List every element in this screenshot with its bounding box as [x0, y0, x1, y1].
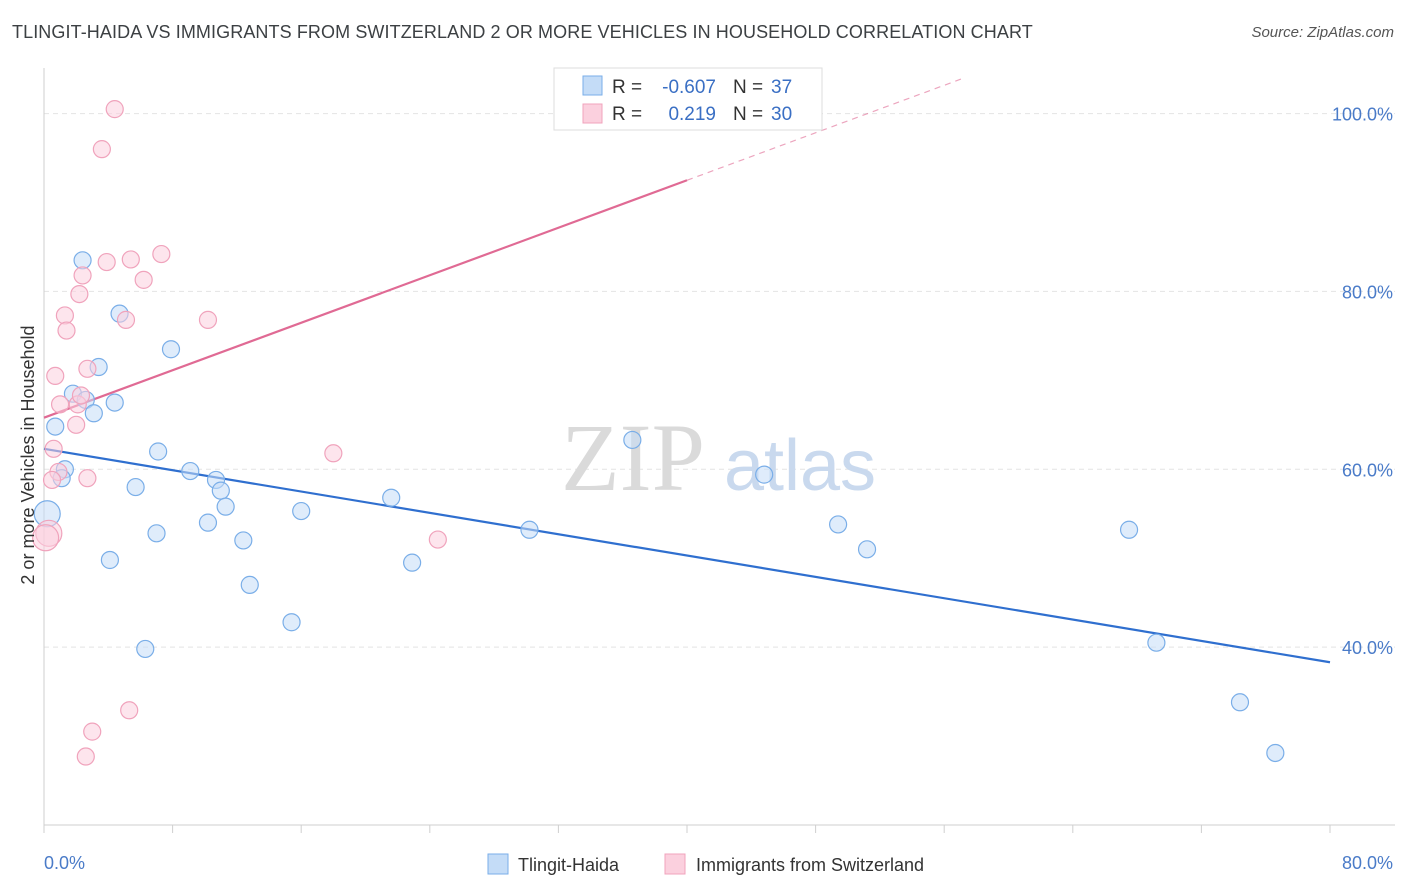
tlingit-haida-point	[136, 639, 155, 659]
tlingit-haida-point	[857, 540, 877, 559]
legend-swatch-switzerland	[664, 853, 686, 875]
tlingit-haida-point	[126, 477, 145, 497]
tlingit-haida-point	[829, 515, 848, 534]
switzerland-point	[152, 244, 171, 264]
legend-swatch-tlingit-haida	[487, 853, 509, 875]
switzerland-point	[324, 444, 343, 463]
tlingit-haida-point	[198, 513, 218, 532]
watermark: ZIP atlas	[561, 404, 876, 511]
stats-n-value-1: 37	[771, 77, 792, 98]
tlingit-haida-point	[234, 531, 253, 550]
y-tick-label: 100.0%	[1332, 105, 1393, 125]
switzerland-point	[121, 250, 140, 269]
switzerland-point	[67, 415, 86, 434]
source-label: Source: ZipAtlas.com	[1251, 24, 1394, 41]
switzerland-point	[50, 395, 70, 414]
y-tick-label: 80.0%	[1342, 282, 1393, 302]
switzerland-point	[73, 266, 92, 285]
switzerland-point	[32, 524, 60, 552]
tlingit-haida-point	[403, 553, 422, 572]
stats-r-label-1: R =	[612, 77, 642, 98]
tlingit-haida-point	[1230, 693, 1250, 712]
trend-line-0	[43, 447, 1331, 664]
tlingit-haida-point	[84, 404, 103, 423]
tlingit-haida-point	[1147, 633, 1166, 652]
tlingit-haida-point	[520, 520, 539, 539]
stats-swatch-pink	[582, 103, 603, 124]
switzerland-point	[78, 469, 97, 488]
trend-line-1	[43, 179, 688, 419]
gridlines	[44, 113, 1395, 648]
switzerland-point	[57, 321, 76, 340]
trend-line-ext-1	[686, 77, 965, 181]
axis-ticks: 40.0% 60.0% 80.0% 100.0% 0.0% 80.0%	[44, 105, 1393, 873]
switzerland-point	[78, 359, 97, 378]
stats-swatch-blue	[582, 75, 603, 96]
watermark-zip: ZIP	[561, 404, 705, 511]
tlingit-haida-point	[1266, 743, 1285, 763]
stats-r-value-1: -0.607	[662, 77, 716, 98]
tlingit-haida-point	[382, 488, 401, 507]
switzerland-point	[116, 310, 136, 329]
x-tick-label: 0.0%	[44, 853, 85, 873]
stats-n-label-1: N =	[733, 77, 763, 98]
tlingit-haida-point	[105, 393, 124, 412]
stats-n-value-2: 30	[771, 104, 792, 125]
tlingit-haida-point	[161, 340, 181, 359]
switzerland-point	[70, 284, 89, 304]
stats-r-label-2: R =	[612, 104, 642, 125]
stats-box: R = -0.607 N = 37 R = 0.219 N = 30	[553, 67, 823, 131]
switzerland-point	[71, 386, 91, 405]
tlingit-haida-point	[46, 417, 65, 436]
tlingit-haida-point	[73, 251, 92, 270]
switzerland-point	[120, 701, 139, 720]
legend-label-tlingit-haida: Tlingit-Haida	[518, 855, 620, 875]
switzerland-point	[44, 439, 63, 458]
switzerland-point	[134, 270, 153, 289]
tlingit-haida-point	[100, 550, 120, 570]
tlingit-haida-point	[147, 524, 166, 543]
y-tick-label: 40.0%	[1342, 638, 1393, 658]
watermark-atlas: atlas	[724, 426, 876, 506]
tlingit-haida-point	[211, 481, 230, 500]
tlingit-haida-point	[755, 465, 774, 484]
tlingit-haida-point	[623, 430, 642, 450]
switzerland-point	[42, 470, 62, 490]
chart-title: TLINGIT-HAIDA VS IMMIGRANTS FROM SWITZER…	[12, 22, 1033, 42]
y-axis-title: 2 or more Vehicles in Household	[18, 325, 38, 584]
switzerland-point	[105, 100, 124, 119]
switzerland-point	[46, 366, 65, 386]
tlingit-haida-point	[149, 442, 168, 461]
tlingit-haida-point	[1119, 520, 1139, 539]
switzerland-point	[198, 310, 218, 329]
switzerland-point	[428, 530, 447, 549]
y-tick-label: 60.0%	[1342, 460, 1393, 480]
switzerland-point	[92, 140, 111, 159]
tlingit-haida-point	[282, 613, 301, 632]
axes	[43, 68, 1395, 833]
tlingit-haida-point	[216, 497, 235, 516]
switzerland-point	[55, 306, 74, 325]
switzerland-point	[83, 722, 102, 741]
legend-label-switzerland: Immigrants from Switzerland	[696, 855, 924, 875]
tlingit-haida-point	[240, 575, 259, 594]
tlingit-haida-point	[181, 461, 200, 481]
trend-lines	[43, 77, 1331, 664]
stats-n-label-2: N =	[733, 104, 763, 125]
legend: Tlingit-Haida Immigrants from Switzerlan…	[487, 853, 924, 875]
tlingit-haida-point	[292, 501, 311, 521]
x-tick-label: 80.0%	[1342, 853, 1393, 873]
stats-r-value-2: 0.219	[668, 104, 716, 125]
switzerland-point	[76, 747, 95, 766]
switzerland-point	[97, 252, 116, 272]
